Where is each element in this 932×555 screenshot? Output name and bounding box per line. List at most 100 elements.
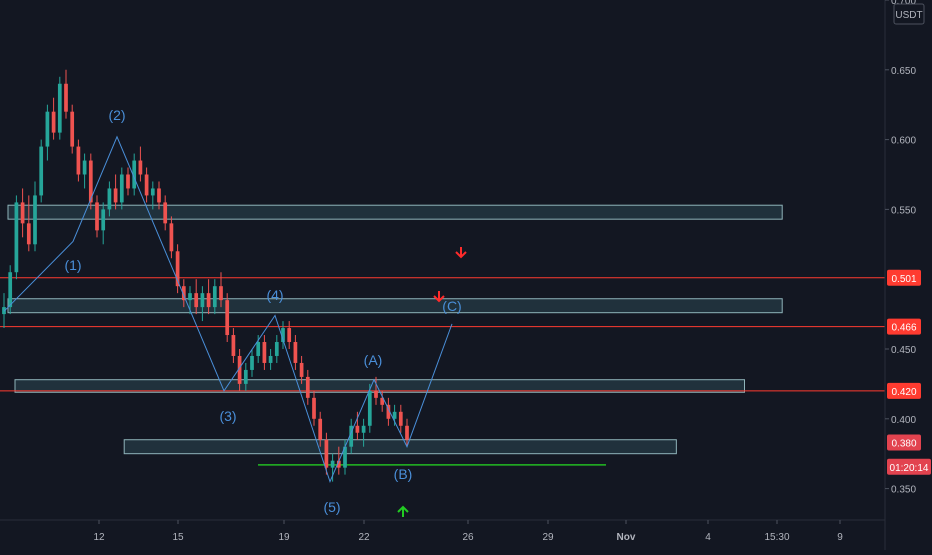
elliott-wave-path (3, 135, 453, 484)
down-arrow-icon-head (433, 295, 445, 303)
x-tick-label: 22 (358, 532, 370, 543)
candle-body (181, 286, 186, 301)
candle-body (144, 174, 149, 196)
candle-body (95, 202, 99, 231)
candle-body (312, 397, 316, 419)
candle-body (231, 335, 236, 356)
candle-body (33, 195, 37, 245)
y-tick-label: 0.650 (891, 66, 916, 77)
level-price-badge (887, 318, 921, 335)
level-price-text: 0.420 (891, 387, 916, 398)
x-tick-label: 15:30 (764, 532, 789, 543)
candle-body (299, 362, 304, 377)
candle-body (200, 293, 205, 308)
level-price-text: 0.501 (891, 274, 916, 285)
candle-body (392, 411, 397, 419)
candle-body (150, 188, 155, 196)
candle-body (343, 446, 347, 468)
up-arrow-icon (397, 505, 409, 517)
candle-body (45, 111, 50, 147)
level-price-badge (887, 382, 921, 399)
up-arrow-icon-head (397, 505, 409, 513)
candle-body (163, 202, 168, 224)
candle-body (88, 160, 93, 203)
candle-body (256, 342, 261, 356)
down-arrow-icon (455, 247, 467, 259)
x-tick-label: 26 (462, 532, 474, 543)
candle-body (175, 251, 180, 287)
level-price-text: 0.466 (891, 323, 916, 334)
candle-body (51, 111, 56, 133)
candle-body (157, 188, 161, 203)
wave-label: (1) (64, 257, 81, 273)
candle-body (138, 160, 143, 175)
currency-unit-label: USDT (895, 10, 922, 21)
candle-body (324, 439, 329, 468)
candle-body (380, 397, 385, 405)
candle-body (20, 202, 25, 224)
candle-body (336, 460, 341, 468)
x-tick-label: Nov (617, 532, 636, 543)
candle-body (206, 293, 211, 308)
candle-body (225, 300, 230, 336)
last-price-badge (887, 434, 921, 451)
candle-body (274, 342, 279, 356)
candle-body (82, 160, 87, 175)
zone-rect (7, 298, 783, 314)
candle-body (101, 209, 106, 231)
wave-label: (A) (364, 352, 383, 368)
candle-body (367, 390, 372, 426)
candle-body (219, 286, 223, 301)
y-tick-label: 0.600 (891, 136, 916, 147)
candle-body (57, 83, 62, 133)
y-tick-label: 0.400 (891, 415, 916, 426)
countdown-badge (887, 458, 931, 475)
candle-body (405, 425, 409, 440)
x-tick-label: 29 (542, 532, 554, 543)
wave-label: (B) (394, 466, 413, 482)
x-tick-label: 19 (278, 532, 290, 543)
candle-body (194, 293, 199, 308)
candle-body (132, 160, 137, 189)
x-tick-label: 15 (172, 532, 184, 543)
currency-unit-badge[interactable]: USDT (893, 3, 925, 25)
candle-body (76, 146, 81, 175)
candle-body (349, 425, 354, 447)
candle-body (374, 390, 378, 398)
candle-body (26, 223, 31, 245)
wave-label: (2) (108, 107, 125, 123)
candle-body (281, 328, 285, 343)
candle-body (268, 355, 273, 363)
y-tick-label: 0.450 (891, 345, 916, 356)
candle-body (386, 404, 391, 419)
zone-rect (123, 439, 677, 455)
wave-label: (5) (323, 499, 340, 515)
candle-body (250, 355, 254, 370)
candle-body (305, 376, 310, 398)
wave-label: (C) (442, 298, 461, 314)
candle-body (287, 328, 292, 343)
y-tick-label: 0.350 (891, 485, 916, 496)
candle-body (293, 342, 298, 363)
last-price-text: 0.380 (891, 439, 916, 450)
candle-body (212, 286, 217, 308)
x-tick-label: 12 (93, 532, 105, 543)
candle-body (8, 272, 13, 308)
x-tick-label: 4 (705, 532, 711, 543)
wave-label: (3) (219, 408, 236, 424)
candle-body (188, 293, 192, 301)
candle-body (361, 425, 366, 433)
currency-badge-border (893, 3, 925, 25)
candle-body (119, 174, 124, 203)
candle-body (39, 146, 44, 196)
zone-rect (7, 204, 783, 220)
x-tick-label: 9 (837, 532, 843, 543)
candle-body (126, 174, 130, 189)
wave-label: (4) (266, 287, 283, 303)
down-arrow-icon (433, 291, 445, 303)
candle-body (318, 418, 323, 440)
candle-body (169, 223, 174, 252)
candle-body (113, 188, 118, 203)
